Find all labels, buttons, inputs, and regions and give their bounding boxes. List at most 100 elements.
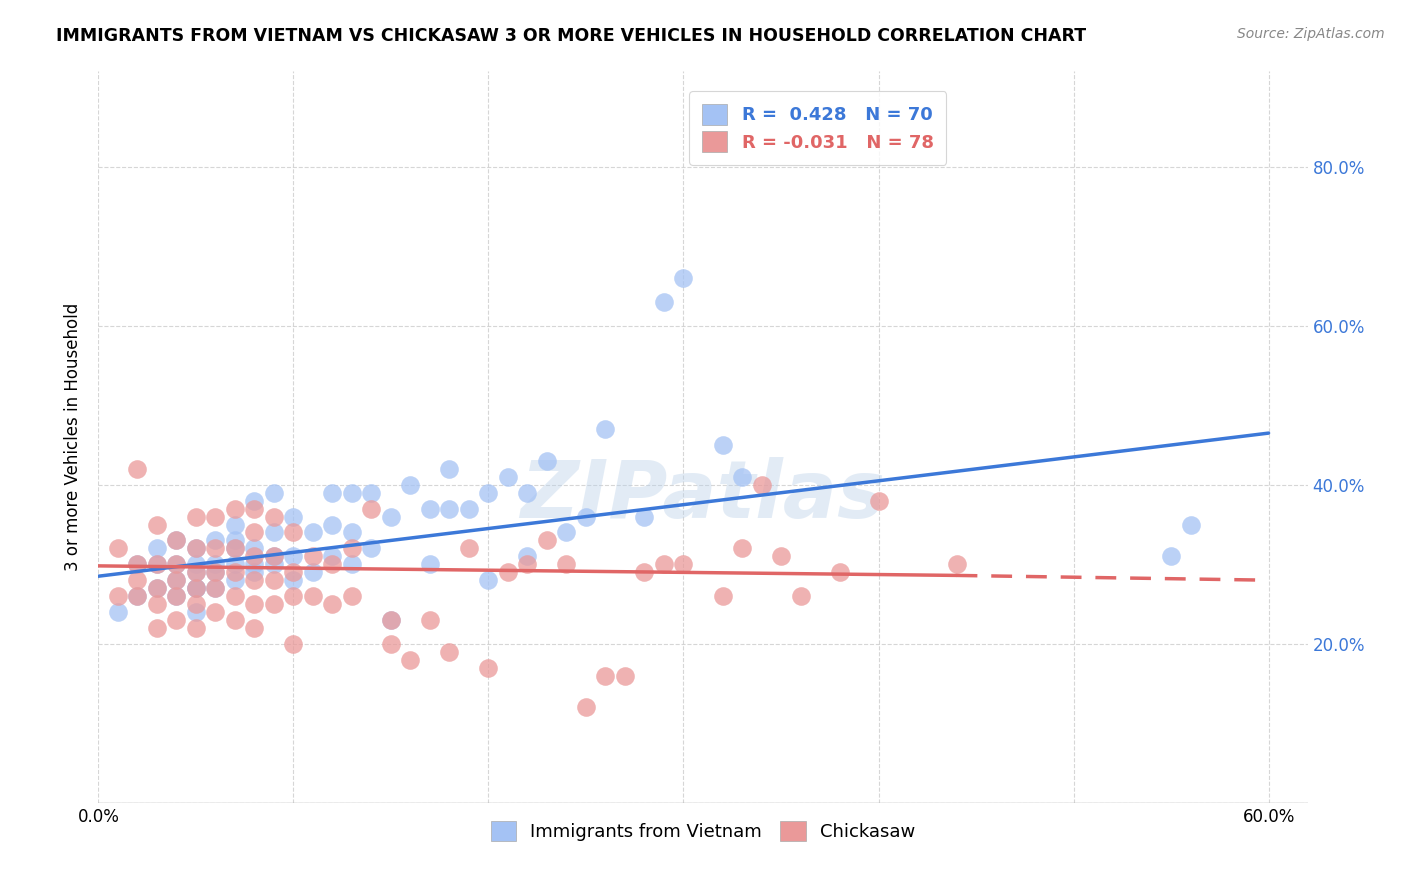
Point (204, 533, 226, 548)
Point (165, 573, 187, 587)
Point (419, 613, 441, 627)
Point (263, 597, 285, 611)
Point (340, 485, 363, 500)
Point (672, 558, 695, 572)
Point (321, 517, 343, 532)
Point (283, 637, 305, 651)
Point (146, 597, 169, 611)
Point (458, 541, 481, 556)
Point (731, 541, 754, 556)
Point (184, 605, 207, 619)
Point (283, 549, 305, 564)
Point (380, 613, 402, 627)
Point (340, 589, 363, 603)
Point (633, 509, 655, 524)
Y-axis label: 3 or more Vehicles in Household: 3 or more Vehicles in Household (65, 303, 83, 571)
Point (165, 589, 187, 603)
Point (165, 533, 187, 548)
Point (555, 525, 578, 540)
Point (380, 509, 402, 524)
Point (595, 668, 617, 682)
Point (868, 493, 890, 508)
Point (380, 637, 402, 651)
Point (419, 558, 441, 572)
Point (399, 477, 422, 491)
Point (243, 525, 266, 540)
Point (165, 558, 187, 572)
Point (439, 645, 461, 659)
Point (263, 509, 285, 524)
Point (283, 566, 305, 580)
Point (672, 271, 695, 285)
Point (652, 294, 675, 309)
Point (263, 525, 285, 540)
Point (204, 558, 226, 572)
Legend: Immigrants from Vietnam, Chickasaw: Immigrants from Vietnam, Chickasaw (484, 814, 922, 848)
Point (243, 541, 266, 556)
Point (731, 470, 754, 484)
Point (575, 700, 598, 714)
Point (302, 589, 325, 603)
Point (184, 558, 207, 572)
Point (127, 558, 149, 572)
Point (184, 541, 207, 556)
Point (184, 509, 207, 524)
Point (633, 566, 655, 580)
Point (516, 549, 538, 564)
Point (146, 517, 169, 532)
Point (224, 573, 246, 587)
Text: ZIPatlas: ZIPatlas (520, 457, 886, 534)
Point (496, 470, 519, 484)
Point (263, 558, 285, 572)
Point (204, 581, 226, 595)
Point (595, 422, 617, 436)
Point (127, 558, 149, 572)
Point (243, 573, 266, 587)
Point (321, 558, 343, 572)
Point (652, 558, 675, 572)
Point (146, 621, 169, 635)
Point (107, 605, 129, 619)
Point (107, 589, 129, 603)
Point (477, 660, 499, 674)
Point (536, 533, 558, 548)
Point (283, 525, 305, 540)
Point (146, 558, 169, 572)
Point (204, 566, 226, 580)
Point (243, 621, 266, 635)
Point (204, 581, 226, 595)
Point (555, 558, 578, 572)
Point (146, 558, 169, 572)
Point (340, 525, 363, 540)
Point (321, 597, 343, 611)
Point (516, 485, 538, 500)
Point (184, 541, 207, 556)
Point (224, 501, 246, 516)
Point (204, 509, 226, 524)
Point (184, 566, 207, 580)
Point (243, 493, 266, 508)
Point (1180, 517, 1202, 532)
Point (302, 549, 325, 564)
Point (165, 613, 187, 627)
Point (224, 541, 246, 556)
Point (283, 509, 305, 524)
Point (127, 589, 149, 603)
Point (127, 589, 149, 603)
Point (204, 605, 226, 619)
Point (184, 581, 207, 595)
Point (146, 581, 169, 595)
Point (204, 541, 226, 556)
Point (516, 558, 538, 572)
Point (165, 589, 187, 603)
Point (945, 558, 967, 572)
Point (828, 566, 851, 580)
Point (263, 549, 285, 564)
Point (127, 573, 149, 587)
Point (751, 477, 773, 491)
Point (224, 566, 246, 580)
Point (184, 581, 207, 595)
Point (340, 558, 363, 572)
Point (711, 589, 734, 603)
Point (263, 485, 285, 500)
